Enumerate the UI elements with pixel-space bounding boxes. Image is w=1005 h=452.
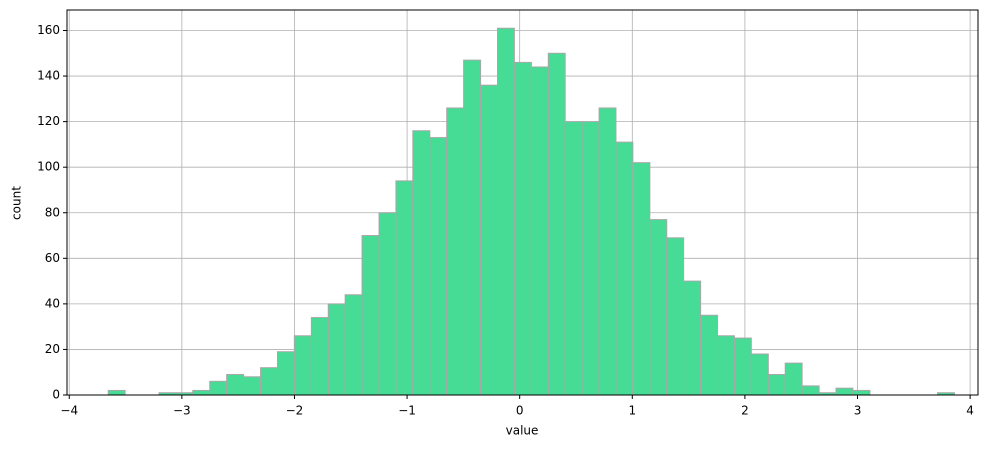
bar xyxy=(700,314,719,396)
bar xyxy=(784,362,803,396)
bar xyxy=(429,137,448,396)
y-tick-label: 20 xyxy=(45,342,60,356)
y-tick-label: 60 xyxy=(45,251,60,265)
bar xyxy=(801,385,820,396)
bar xyxy=(497,27,515,396)
bar xyxy=(767,373,786,396)
bar xyxy=(243,376,262,396)
bar xyxy=(192,389,211,396)
bar xyxy=(598,107,617,396)
bar xyxy=(615,141,634,396)
bar xyxy=(412,130,431,396)
bar xyxy=(107,389,126,396)
y-axis-label: count xyxy=(10,186,24,220)
x-tick-label: −3 xyxy=(173,404,191,418)
bar xyxy=(361,235,380,396)
x-tick-label: −2 xyxy=(286,404,304,418)
bar xyxy=(564,121,583,396)
y-tick-label: 100 xyxy=(37,160,60,174)
y-tick-label: 160 xyxy=(37,23,60,37)
y-tick-label: 0 xyxy=(52,388,60,402)
bar xyxy=(649,219,668,396)
bar xyxy=(276,351,295,396)
bar xyxy=(446,107,465,396)
bar xyxy=(835,387,854,396)
bar xyxy=(310,317,329,396)
x-tick-label: 3 xyxy=(854,404,862,418)
bar xyxy=(683,280,702,396)
bar xyxy=(547,52,566,396)
bars xyxy=(107,27,955,396)
bar xyxy=(480,84,499,396)
bar xyxy=(260,367,278,396)
bar xyxy=(378,212,397,396)
bar xyxy=(717,335,735,396)
bar xyxy=(395,180,414,396)
bar xyxy=(463,59,482,396)
x-tick-label: −1 xyxy=(398,404,416,418)
bar xyxy=(581,121,600,396)
bar xyxy=(226,373,245,396)
bar xyxy=(852,389,871,396)
bar xyxy=(530,66,549,396)
x-tick-label: 2 xyxy=(741,404,749,418)
y-tick-label: 120 xyxy=(37,114,60,128)
bar xyxy=(513,61,532,396)
x-tick-label: 1 xyxy=(628,404,636,418)
bar xyxy=(344,294,363,396)
y-tick-label: 140 xyxy=(37,69,60,83)
bar xyxy=(733,337,752,396)
x-axis-label: value xyxy=(506,424,539,438)
x-tick-label: 4 xyxy=(966,404,974,418)
bar xyxy=(750,353,769,396)
bar xyxy=(666,237,685,396)
bar xyxy=(209,380,228,396)
bar xyxy=(327,303,346,396)
x-tick-label: −4 xyxy=(60,404,78,418)
x-tick-label: 0 xyxy=(516,404,524,418)
y-tick-label: 80 xyxy=(45,205,60,219)
plot-frame xyxy=(66,9,979,396)
y-tick-label: 40 xyxy=(45,296,60,310)
bar xyxy=(632,162,651,396)
bar xyxy=(293,335,312,396)
